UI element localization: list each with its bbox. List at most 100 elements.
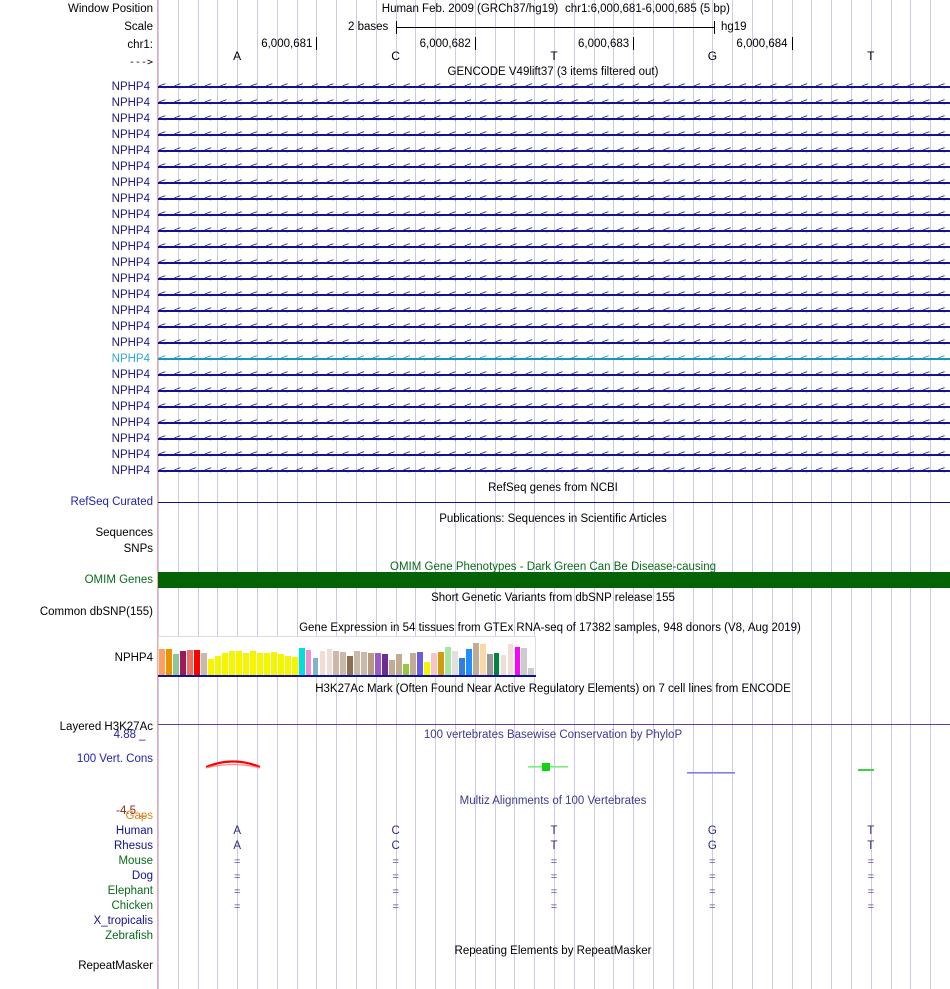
gene-row[interactable]: <<<<<<<<<<<<<<<<<<<<<<<<<<<<<<<<<<<<<<<<…	[158, 321, 950, 333]
gene-row[interactable]: <<<<<<<<<<<<<<<<<<<<<<<<<<<<<<<<<<<<<<<<…	[158, 417, 950, 429]
gtex-tissue-bar[interactable]	[382, 654, 389, 675]
gtex-tissue-bar[interactable]	[500, 655, 507, 675]
gtex-tissue-bar[interactable]	[479, 644, 486, 675]
refseq-gene-line[interactable]	[158, 502, 950, 503]
gtex-tissue-bar[interactable]	[256, 653, 263, 675]
gene-row-label[interactable]: NPHP4	[111, 81, 150, 93]
gtex-tissue-bar[interactable]	[333, 651, 340, 675]
refseq-track-title[interactable]: RefSeq genes from NCBI	[488, 482, 618, 494]
gtex-tissue-bar[interactable]	[208, 659, 214, 675]
refseq-curated-label[interactable]: RefSeq Curated	[70, 496, 153, 508]
gene-row-label[interactable]: NPHP4	[111, 417, 150, 429]
publications-sequences-label[interactable]: Sequences	[95, 527, 153, 539]
gene-row[interactable]: <<<<<<<<<<<<<<<<<<<<<<<<<<<<<<<<<<<<<<<<…	[158, 449, 950, 461]
gene-row-label[interactable]: NPHP4	[111, 321, 150, 333]
gtex-tissue-bar[interactable]	[249, 651, 256, 675]
gene-row-label[interactable]: NPHP4	[111, 209, 150, 221]
gene-row-label[interactable]: NPHP4	[111, 385, 150, 397]
gene-row[interactable]: <<<<<<<<<<<<<<<<<<<<<<<<<<<<<<<<<<<<<<<<…	[158, 257, 950, 269]
repeatmasker-label[interactable]: RepeatMasker	[78, 960, 153, 972]
h3k27ac-label[interactable]: Layered H3K27Ac	[59, 721, 153, 733]
gtex-tissue-bar[interactable]	[242, 653, 249, 675]
gtex-tissue-bar[interactable]	[229, 651, 235, 675]
gene-row-label[interactable]: NPHP4	[111, 257, 150, 269]
gene-row[interactable]: <<<<<<<<<<<<<<<<<<<<<<<<<<<<<<<<<<<<<<<<…	[158, 161, 950, 173]
gtex-tissue-bar[interactable]	[277, 654, 284, 675]
repeatmasker-track-title[interactable]: Repeating Elements by RepeatMasker	[454, 945, 652, 957]
dbsnp-label[interactable]: Common dbSNP(155)	[39, 606, 153, 618]
gene-row[interactable]: <<<<<<<<<<<<<<<<<<<<<<<<<<<<<<<<<<<<<<<<…	[158, 433, 950, 445]
omim-track-title[interactable]: OMIM Gene Phenotypes - Dark Green Can Be…	[390, 561, 716, 573]
gene-row[interactable]: <<<<<<<<<<<<<<<<<<<<<<<<<<<<<<<<<<<<<<<<…	[158, 225, 950, 237]
gene-row-label[interactable]: NPHP4	[111, 305, 150, 317]
gtex-tissue-bar[interactable]	[347, 656, 354, 675]
gtex-tissue-bar[interactable]	[403, 664, 409, 675]
gene-row[interactable]: <<<<<<<<<<<<<<<<<<<<<<<<<<<<<<<<<<<<<<<<…	[158, 369, 950, 381]
species-label[interactable]: Rhesus	[114, 840, 153, 852]
gtex-tissue-bar[interactable]	[194, 650, 201, 675]
gene-row-label[interactable]: NPHP4	[111, 241, 150, 253]
gtex-tissue-bar[interactable]	[235, 651, 242, 675]
gene-row-label[interactable]: NPHP4	[111, 193, 150, 205]
gtex-tissue-bar[interactable]	[486, 654, 493, 675]
gtex-tissue-bar[interactable]	[458, 658, 465, 675]
gtex-tissue-bar[interactable]	[291, 657, 298, 675]
gtex-gene-label[interactable]: NPHP4	[114, 652, 153, 664]
gtex-tissue-bar[interactable]	[340, 652, 347, 675]
gene-row[interactable]: <<<<<<<<<<<<<<<<<<<<<<<<<<<<<<<<<<<<<<<<…	[158, 177, 950, 189]
h3k27ac-track-title[interactable]: H3K27Ac Mark (Often Found Near Active Re…	[315, 683, 791, 695]
gtex-tissue-bar[interactable]	[263, 653, 270, 675]
gtex-tissue-bar[interactable]	[493, 653, 500, 675]
gtex-tissue-bar[interactable]	[312, 658, 319, 675]
gene-row[interactable]: <<<<<<<<<<<<<<<<<<<<<<<<<<<<<<<<<<<<<<<<…	[158, 353, 950, 365]
gtex-tissue-bar[interactable]	[326, 649, 333, 675]
gtex-tissue-bar[interactable]	[305, 650, 312, 675]
gene-row-label[interactable]: NPHP4	[111, 337, 150, 349]
gene-row[interactable]: <<<<<<<<<<<<<<<<<<<<<<<<<<<<<<<<<<<<<<<<…	[158, 113, 950, 125]
gtex-tissue-bar[interactable]	[159, 649, 166, 675]
gtex-tissue-bar[interactable]	[430, 653, 437, 675]
multiz-track-title[interactable]: Multiz Alignments of 100 Vertebrates	[459, 795, 647, 807]
gtex-tissue-bar[interactable]	[361, 652, 368, 675]
gene-row-label[interactable]: NPHP4	[111, 177, 150, 189]
gtex-tissue-bar[interactable]	[521, 648, 528, 675]
gene-row-label[interactable]: NPHP4	[111, 273, 150, 285]
gene-row[interactable]: <<<<<<<<<<<<<<<<<<<<<<<<<<<<<<<<<<<<<<<<…	[158, 305, 950, 317]
gtex-tissue-bar[interactable]	[528, 668, 535, 675]
gtex-tissue-bar[interactable]	[180, 651, 187, 675]
gtex-tissue-bar[interactable]	[319, 651, 326, 675]
gtex-tissue-bar[interactable]	[173, 654, 180, 675]
species-label[interactable]: Elephant	[107, 885, 153, 897]
gene-row[interactable]: <<<<<<<<<<<<<<<<<<<<<<<<<<<<<<<<<<<<<<<<…	[158, 241, 950, 253]
gene-row-label[interactable]: NPHP4	[111, 145, 150, 157]
omim-gene-bar[interactable]	[158, 572, 950, 588]
gtex-tissue-bar[interactable]	[375, 653, 382, 675]
gtex-tissue-bar[interactable]	[410, 653, 416, 675]
gencode-track-title[interactable]: GENCODE V49lift37 (3 items filtered out)	[447, 66, 659, 78]
gtex-tissue-bar[interactable]	[437, 652, 444, 675]
gtex-tissue-bar[interactable]	[298, 648, 305, 675]
gene-row[interactable]: <<<<<<<<<<<<<<<<<<<<<<<<<<<<<<<<<<<<<<<<…	[158, 193, 950, 205]
gene-row[interactable]: <<<<<<<<<<<<<<<<<<<<<<<<<<<<<<<<<<<<<<<<…	[158, 129, 950, 141]
gene-row-label[interactable]: NPHP4	[111, 97, 150, 109]
gene-row[interactable]: <<<<<<<<<<<<<<<<<<<<<<<<<<<<<<<<<<<<<<<<…	[158, 337, 950, 349]
species-label[interactable]: Dog	[131, 870, 153, 882]
gene-row[interactable]: <<<<<<<<<<<<<<<<<<<<<<<<<<<<<<<<<<<<<<<<…	[158, 401, 950, 413]
dbsnp-track-title[interactable]: Short Genetic Variants from dbSNP releas…	[431, 592, 675, 604]
gtex-tissue-bar[interactable]	[270, 652, 277, 675]
species-label[interactable]: Chicken	[111, 900, 153, 912]
gtex-tissue-bar[interactable]	[423, 662, 430, 675]
gtex-tissue-bar[interactable]	[514, 647, 521, 675]
gtex-tissue-bar[interactable]	[389, 660, 396, 675]
publications-snps-label[interactable]: SNPs	[123, 543, 153, 555]
gtex-tissue-bar[interactable]	[396, 654, 402, 675]
gtex-tissue-bar[interactable]	[222, 653, 228, 675]
gene-row[interactable]: <<<<<<<<<<<<<<<<<<<<<<<<<<<<<<<<<<<<<<<<…	[158, 81, 950, 93]
gene-row-label[interactable]: NPHP4	[111, 465, 150, 477]
gene-row-label[interactable]: NPHP4	[111, 369, 150, 381]
gene-row[interactable]: <<<<<<<<<<<<<<<<<<<<<<<<<<<<<<<<<<<<<<<<…	[158, 273, 950, 285]
position-readout[interactable]: chr1:6,000,681-6,000,685 (5 bp)	[565, 3, 730, 15]
gtex-tissue-bar[interactable]	[472, 643, 479, 675]
gene-row-label[interactable]: NPHP4	[111, 129, 150, 141]
gtex-tissue-bar[interactable]	[284, 656, 291, 675]
